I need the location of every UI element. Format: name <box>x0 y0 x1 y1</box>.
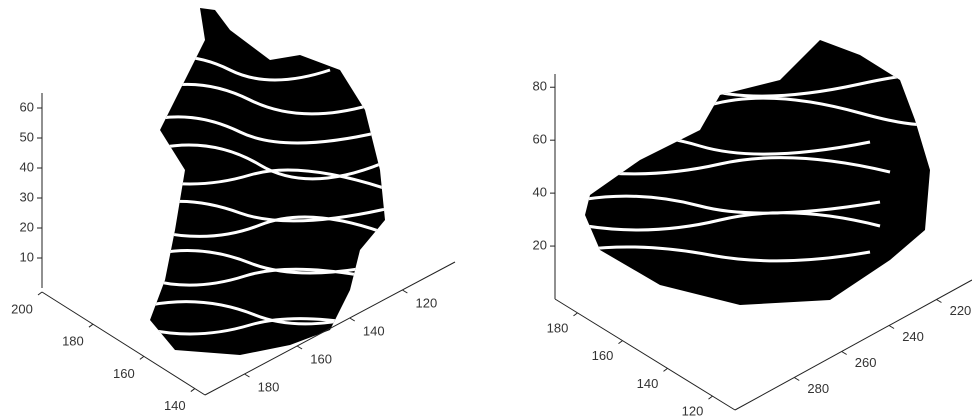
x-tick <box>191 389 195 392</box>
x-tick-label: 120 <box>682 404 704 417</box>
z-tick-label: 40 <box>20 159 34 174</box>
y-tick-label: 160 <box>310 351 332 366</box>
y-tick <box>889 326 894 329</box>
x-tick <box>664 368 668 371</box>
x-tick <box>140 356 144 359</box>
x-tick-label: 180 <box>547 320 569 335</box>
y-tick-label: 180 <box>258 379 280 394</box>
y-tick-label: 120 <box>416 295 438 310</box>
z-tick-label: 10 <box>20 249 34 264</box>
z-tick-label: 60 <box>20 99 34 114</box>
z-tick-label: 40 <box>533 185 547 200</box>
y-tick <box>350 318 355 321</box>
x-tick <box>38 292 42 295</box>
surface-right <box>580 40 943 305</box>
x-tick <box>709 396 713 399</box>
y-tick <box>936 300 941 303</box>
y-tick <box>794 378 799 381</box>
z-tick-label: 50 <box>20 129 34 144</box>
y-tick <box>402 290 407 293</box>
z-tick-label: 20 <box>20 219 34 234</box>
y-tick <box>297 346 302 349</box>
y-tick-label: 240 <box>902 329 924 344</box>
x-tick <box>89 324 93 327</box>
x-axis <box>555 299 735 410</box>
x-tick-label: 180 <box>62 334 84 349</box>
x-tick-label: 140 <box>637 376 659 391</box>
x-tick-label: 200 <box>11 301 33 316</box>
x-tick-label: 160 <box>592 348 614 363</box>
y-tick <box>244 374 249 377</box>
z-tick-label: 30 <box>20 189 34 204</box>
x-tick-label: 160 <box>113 366 135 381</box>
z-tick-label: 80 <box>533 79 547 94</box>
z-tick-label: 20 <box>533 237 547 252</box>
y-tick-label: 260 <box>855 355 877 370</box>
x-tick <box>574 313 578 316</box>
surface-left <box>150 8 395 355</box>
y-tick-label: 140 <box>363 323 385 338</box>
y-tick-label: 280 <box>807 381 829 396</box>
figure: 10 20 30 40 50 60 140 160 180 200 120 140 160 180 20 40… <box>0 0 972 417</box>
y-tick-label: 220 <box>950 303 972 318</box>
z-tick-label: 60 <box>533 132 547 147</box>
y-tick <box>842 352 847 355</box>
x-tick-label: 140 <box>164 398 186 413</box>
x-tick <box>619 341 623 344</box>
